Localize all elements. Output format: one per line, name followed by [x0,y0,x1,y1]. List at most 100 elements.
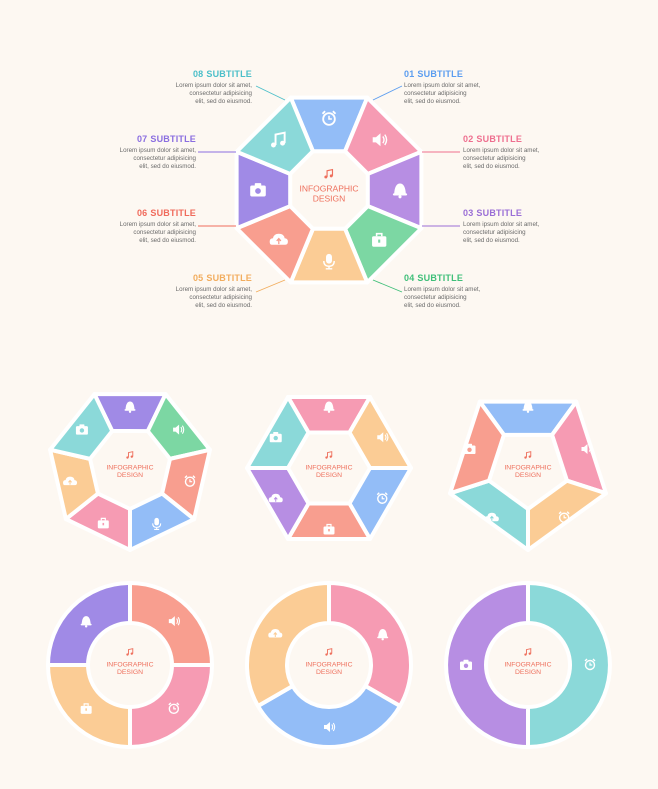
center-title-line2: DESIGN [117,669,143,676]
cloud-upload-icon [268,629,283,638]
label-08: 08 SUBTITLE Lorem ipsum dolor sit amet, c… [176,69,252,106]
bell-icon [323,401,335,413]
center-music-note-icon [324,168,334,179]
label-01-number: 01 [404,69,415,79]
label-08-title: 08 SUBTITLE [176,69,252,79]
label-08-number: 08 [192,69,204,79]
label-01-subtitle: SUBTITLE [417,69,464,79]
speaker-icon [377,432,389,443]
label-05: 05 SUBTITLE Lorem ipsum dolor sit amet, c… [176,273,252,310]
briefcase-icon [372,232,387,247]
briefcase-icon [97,517,109,529]
label-08-subtitle: SUBTITLE [206,69,252,79]
label-01-title: 01 SUBTITLE [404,69,480,79]
label-05-description: Lorem ipsum dolor sit amet, consectetur … [175,286,252,309]
connector-line-1 [372,85,403,101]
center-title-line2: DESIGN [316,669,342,676]
clock-icon [321,110,337,126]
music-note-icon [270,131,286,148]
label-04-title: 04 SUBTITLE [404,273,480,283]
center-title-line1: INFOGRAPHIC [504,661,551,668]
label-07: 07 SUBTITLE Lorem ipsum dolor sit amet, c… [120,134,196,171]
label-07-title: 07 SUBTITLE [120,134,196,144]
cloud-upload-icon [484,512,499,522]
cloud-upload-icon [63,476,78,486]
label-04-subtitle: SUBTITLE [417,273,464,283]
center-music-note-icon [325,648,333,656]
label-04-description: Lorem ipsum dolor sit amet, consectetur … [404,286,481,309]
label-01: 01 SUBTITLE Lorem ipsum dolor sit amet, c… [404,69,480,106]
center-title-line2: DESIGN [316,472,342,479]
label-07-description: Lorem ipsum dolor sit amet, consectetur … [119,147,196,170]
clock-icon [184,475,196,487]
label-02: 02 SUBTITLE Lorem ipsum dolor sit amet, c… [463,134,539,171]
label-01-description: Lorem ipsum dolor sit amet, consectetur … [404,82,481,105]
segment-2 [255,684,403,749]
label-06-description: Lorem ipsum dolor sit amet, consectetur … [119,221,196,244]
segment-1 [526,581,612,749]
camera-icon [75,424,88,435]
speaker-icon [173,424,185,435]
bell-icon [522,401,534,413]
center-title-line2: DESIGN [515,669,541,676]
center-music-note-icon [126,451,134,459]
label-06: 06 SUBTITLE Lorem ipsum dolor sit amet, c… [120,208,196,245]
label-04: 04 SUBTITLE Lorem ipsum dolor sit amet, c… [404,273,480,310]
center-title-line1: INFOGRAPHIC [504,464,551,471]
bell-icon [80,616,92,628]
center-title-line1: INFOGRAPHIC [305,661,352,668]
segment-2 [128,663,214,749]
center-title-line2: DESIGN [515,472,541,479]
label-02-description: Lorem ipsum dolor sit amet, consectetur … [463,147,540,170]
briefcase-icon [80,703,92,714]
center-title-line2: DESIGN [313,193,346,203]
center-music-note-icon [126,648,134,656]
camera-icon [269,431,282,443]
briefcase-icon [323,523,335,535]
clock-icon [376,492,388,504]
center-music-note-icon [524,451,532,459]
clock-icon [584,658,596,671]
connector-line-4 [372,279,403,293]
segment-3 [526,478,608,552]
camera-icon [460,659,472,670]
speaker-icon [581,443,593,454]
label-02-number: 02 [463,134,474,144]
bell-icon [392,183,408,199]
label-02-subtitle: SUBTITLE [476,134,523,144]
speaker-icon [168,616,181,627]
clock-icon [558,511,570,523]
label-05-subtitle: SUBTITLE [206,273,252,283]
speaker-icon [372,133,388,147]
label-03: 03 SUBTITLE Lorem ipsum dolor sit amet, c… [463,208,539,245]
center-music-note-icon [524,648,532,656]
center-title-line1: INFOGRAPHIC [299,184,358,194]
cloud-upload-icon [268,493,283,503]
connector-line-5 [255,279,286,293]
microphone-icon [323,253,335,270]
center-title-line1: INFOGRAPHIC [106,464,153,471]
connector-line-8 [255,85,286,101]
bell-icon [124,401,136,413]
clock-icon [168,702,180,715]
center-title-line1: INFOGRAPHIC [106,661,153,668]
label-06-subtitle: SUBTITLE [150,208,196,218]
segment-1 [327,581,413,708]
label-08-description: Lorem ipsum dolor sit amet, consectetur … [175,82,252,105]
center-music-note-icon [325,451,333,459]
camera-icon [463,443,476,454]
label-06-title: 06 SUBTITLE [120,208,196,218]
bell-icon [377,629,389,641]
label-03-title: 03 SUBTITLE [463,208,539,218]
camera-icon [250,183,266,197]
label-03-number: 03 [463,208,474,218]
speaker-icon [324,722,336,732]
segment-5 [448,399,506,496]
label-03-subtitle: SUBTITLE [476,208,523,218]
microphone-icon [152,517,162,530]
